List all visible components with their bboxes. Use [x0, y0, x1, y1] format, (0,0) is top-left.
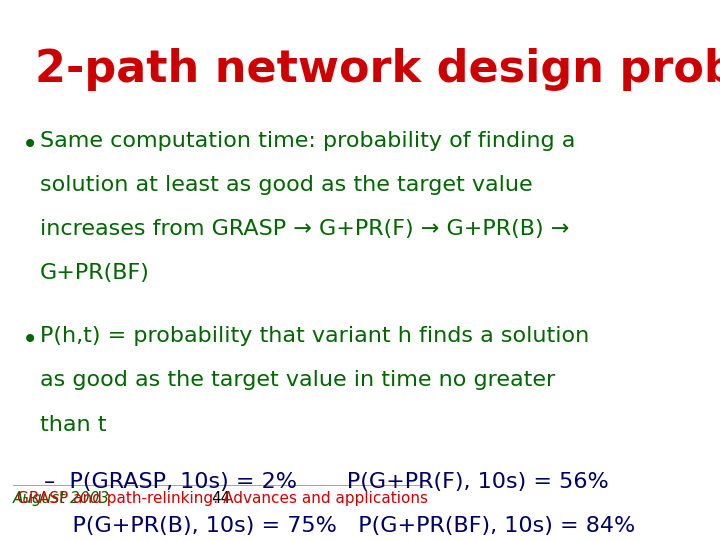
Text: G+PR(BF): G+PR(BF)	[40, 263, 150, 284]
Text: •: •	[22, 131, 38, 159]
Text: than t: than t	[40, 415, 106, 435]
Text: Same computation time: probability of finding a: Same computation time: probability of fi…	[40, 131, 575, 151]
Text: as good as the target value in time no greater: as good as the target value in time no g…	[40, 370, 555, 390]
Text: –  P(GRASP, 10s) = 2%       P(G+PR(F), 10s) = 56%: – P(GRASP, 10s) = 2% P(G+PR(F), 10s) = 5…	[44, 472, 609, 492]
Text: P(G+PR(B), 10s) = 75%   P(G+PR(BF), 10s) = 84%: P(G+PR(B), 10s) = 75% P(G+PR(BF), 10s) =…	[44, 516, 635, 536]
Text: P(h,t) = probability that variant h finds a solution: P(h,t) = probability that variant h find…	[40, 326, 589, 346]
Text: 44: 44	[211, 491, 230, 506]
Text: August 2003: August 2003	[13, 491, 110, 506]
Text: solution at least as good as the target value: solution at least as good as the target …	[40, 175, 532, 195]
Text: GRASP and path-relinking: Advances and applications: GRASP and path-relinking: Advances and a…	[17, 491, 428, 506]
Text: •: •	[22, 326, 38, 354]
Text: increases from GRASP → G+PR(F) → G+PR(B) →: increases from GRASP → G+PR(F) → G+PR(B)…	[40, 219, 569, 239]
Text: 2-path network design problem: 2-path network design problem	[35, 48, 720, 91]
